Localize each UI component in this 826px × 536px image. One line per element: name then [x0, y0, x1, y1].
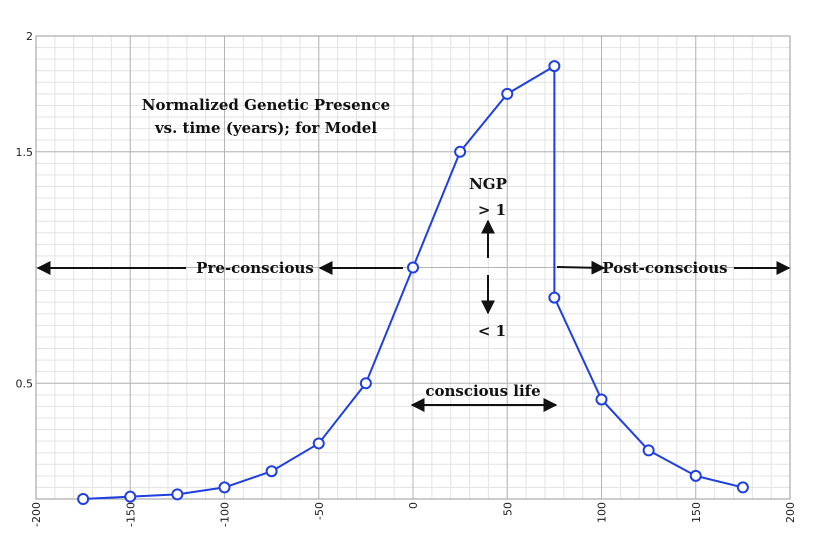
post-conscious-left-arrow — [556, 260, 606, 275]
x-tick-label: 150 — [690, 502, 703, 523]
data-point — [265, 465, 278, 478]
conscious-life-label: conscious life — [425, 382, 540, 400]
data-point — [736, 481, 749, 494]
data-point — [312, 437, 325, 450]
data-point — [689, 469, 702, 482]
x-tick-label: 50 — [501, 502, 514, 516]
data-point — [548, 60, 561, 73]
data-point — [407, 261, 419, 274]
data-point — [77, 493, 90, 505]
data-point — [454, 145, 467, 158]
series-line-ngp — [83, 65, 744, 500]
post-conscious-label: Post-conscious — [602, 259, 727, 277]
data-point — [501, 87, 514, 100]
y-tick-label: 1.5 — [16, 146, 34, 159]
x-tick-label: 200 — [784, 502, 797, 523]
data-point — [218, 481, 231, 494]
x-tick-label: -100 — [219, 502, 232, 527]
x-tick-label: 0 — [407, 502, 420, 509]
data-point — [595, 393, 608, 406]
pre-conscious-label: Pre-conscious — [196, 259, 314, 277]
x-tick-labels: -200 -150 -100 -50 0 50 100 150 200 — [30, 502, 797, 527]
x-tick-label: 100 — [596, 502, 609, 523]
greater-than-one-label: > 1 — [478, 201, 506, 219]
chart-title-line1: Normalized Genetic Presence — [142, 96, 390, 114]
x-tick-label: -200 — [30, 502, 43, 527]
chart-title-line2: vs. time (years); for Model — [154, 119, 377, 137]
data-point — [642, 444, 655, 457]
data-point — [171, 488, 184, 501]
data-point — [359, 377, 372, 390]
data-point — [124, 490, 137, 503]
series-points — [77, 60, 749, 505]
x-tick-label: -50 — [313, 502, 326, 520]
data-point — [548, 291, 561, 304]
y-tick-label: 0.5 — [16, 377, 34, 390]
y-tick-labels: 0.5 1.5 2 — [16, 30, 34, 390]
ngp-label: NGP — [469, 175, 507, 193]
y-tick-label: 2 — [26, 30, 33, 43]
less-than-one-label: < 1 — [478, 322, 506, 340]
x-tick-label: -150 — [124, 502, 137, 527]
